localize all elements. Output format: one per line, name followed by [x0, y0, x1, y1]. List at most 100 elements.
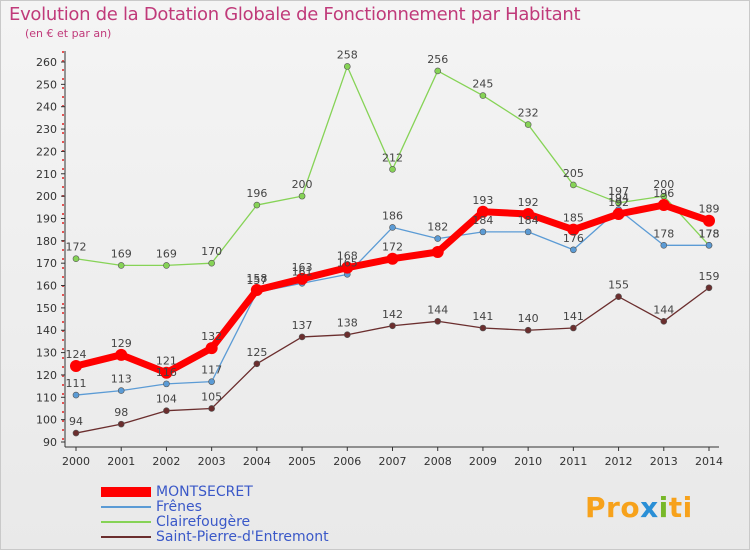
data-label: 192	[518, 196, 539, 209]
y-tick-label: 220	[36, 145, 57, 158]
y-tick-label: 230	[36, 123, 57, 136]
data-point	[389, 165, 396, 173]
data-label: 105	[201, 390, 222, 403]
data-label: 129	[111, 337, 132, 350]
data-point	[705, 241, 713, 249]
data-label: 258	[337, 48, 358, 61]
data-point	[705, 284, 713, 292]
data-label: 196	[246, 187, 267, 200]
data-label: 159	[699, 270, 720, 283]
data-point	[570, 246, 577, 254]
legend-swatch	[101, 536, 151, 538]
data-label: 170	[201, 245, 222, 258]
y-tick-label: 90	[43, 436, 57, 449]
chart-subtitle: (en € et par an)	[25, 27, 112, 40]
data-point	[163, 380, 170, 388]
legend-swatch	[101, 487, 151, 497]
x-tick-label: 2014	[695, 455, 723, 468]
x-tick-label: 2010	[514, 455, 542, 468]
data-point	[208, 259, 215, 267]
data-label: 256	[427, 53, 448, 66]
y-tick-label: 180	[36, 235, 57, 248]
y-tick-label: 260	[36, 56, 57, 69]
data-point	[341, 261, 354, 274]
data-point	[476, 205, 489, 218]
legend-swatch	[101, 506, 151, 508]
data-label: 197	[608, 185, 629, 198]
data-point	[479, 324, 487, 332]
y-tick-label: 170	[36, 257, 57, 270]
x-tick-label: 2000	[62, 455, 90, 468]
data-label: 193	[472, 194, 493, 207]
data-point	[434, 67, 442, 75]
data-point	[72, 429, 80, 437]
data-point	[117, 387, 125, 394]
data-label: 125	[246, 346, 267, 359]
data-label: 98	[114, 406, 128, 419]
data-point	[298, 192, 306, 200]
data-label: 157	[246, 274, 267, 287]
data-label: 165	[337, 256, 358, 269]
x-tick-label: 2011	[559, 455, 587, 468]
data-label: 124	[66, 348, 87, 361]
y-tick-label: 150	[36, 302, 57, 315]
data-label: 163	[292, 261, 313, 274]
data-point	[386, 252, 399, 265]
data-point	[434, 317, 442, 325]
x-tick-label: 2009	[469, 455, 497, 468]
data-label: 176	[563, 232, 584, 245]
data-label: 184	[518, 214, 539, 227]
x-tick-label: 2013	[650, 455, 678, 468]
x-tick-label: 2008	[424, 455, 452, 468]
data-label: 121	[156, 355, 177, 368]
data-label: 104	[156, 393, 177, 406]
data-label: 144	[653, 303, 674, 316]
x-tick-label: 2001	[107, 455, 135, 468]
y-tick-label: 100	[36, 414, 57, 427]
data-label: 196	[653, 187, 674, 200]
data-point	[570, 181, 577, 189]
data-point	[479, 228, 487, 236]
data-label: 182	[427, 221, 448, 234]
data-point	[253, 360, 261, 368]
data-label: 178	[699, 227, 720, 240]
data-label: 144	[427, 303, 448, 316]
data-point	[389, 224, 396, 231]
x-tick-label: 2004	[243, 455, 271, 468]
data-label: 232	[518, 107, 539, 120]
y-tick-label: 240	[36, 101, 57, 114]
data-point	[205, 342, 218, 355]
data-label: 158	[246, 272, 267, 285]
y-tick-label: 160	[36, 280, 57, 293]
legend-label: MONTSECRET	[156, 484, 253, 500]
y-tick-label: 140	[36, 324, 57, 337]
x-tick-label: 2007	[379, 455, 407, 468]
data-point	[434, 235, 442, 242]
data-point	[343, 63, 351, 70]
data-point	[208, 405, 215, 412]
y-tick-label: 200	[36, 190, 57, 203]
data-point	[72, 255, 80, 263]
x-tick-label: 2005	[288, 455, 316, 468]
data-label: 138	[337, 317, 358, 330]
data-label: 184	[472, 214, 493, 227]
data-label: 205	[563, 167, 584, 180]
chart-title: Evolution de la Dotation Globale de Fonc…	[9, 4, 581, 25]
data-point	[567, 223, 580, 236]
data-point	[117, 420, 125, 428]
data-point	[660, 317, 668, 325]
data-label: 137	[292, 319, 313, 332]
data-label: 169	[156, 247, 177, 260]
line-chart: 90 100 110 120 130 140 150 160 170 180 190 200 210 22…	[36, 48, 723, 468]
data-point	[615, 293, 622, 301]
data-label: 140	[518, 312, 539, 325]
data-label: 116	[156, 366, 177, 379]
legend-swatch	[101, 521, 151, 523]
data-label: 169	[111, 247, 132, 260]
data-label: 185	[563, 212, 584, 225]
brand-logo: Proxiti	[585, 491, 693, 524]
y-tick-label: 210	[36, 168, 57, 181]
data-label: 155	[608, 279, 629, 292]
data-point	[431, 246, 444, 258]
